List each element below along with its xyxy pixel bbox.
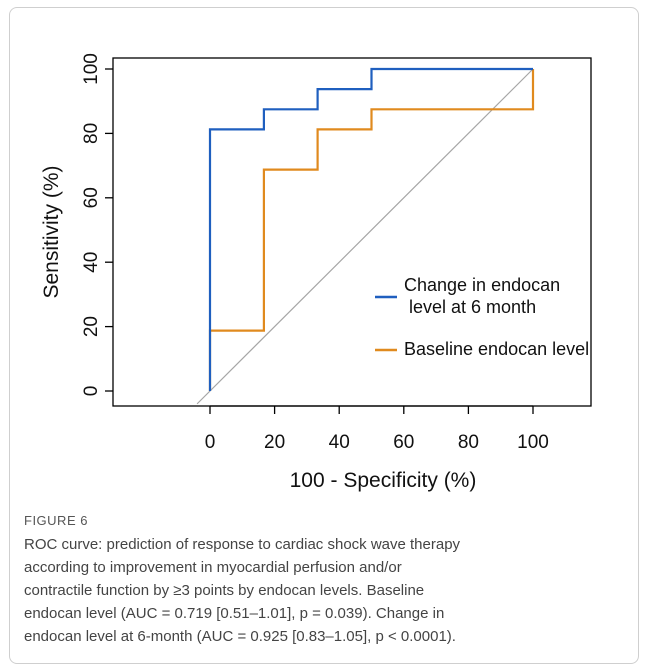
legend-label-change-in-endocan-level-at-6-month: Change in endocan: [404, 275, 560, 295]
caption-line-1: ROC curve: prediction of response to car…: [24, 536, 461, 553]
x-tick-label: 0: [205, 432, 216, 453]
caption-line-4: endocan level (AUC = 0.719 [0.51–1.01], …: [24, 605, 445, 622]
caption-line-3: contractile function by ≥3 points by end…: [24, 582, 425, 599]
series-line-baseline-endocan-level: [208, 69, 535, 391]
axis-layer: 0 20 40 60 80 100 0 20 40 60 80 100: [81, 53, 549, 453]
caption-line-5: endocan level at 6-month (AUC = 0.925 [0…: [24, 628, 456, 645]
x-tick-label: 60: [393, 432, 414, 453]
y-tick-label: 20: [81, 316, 102, 337]
legend: Change in endocan level at 6 month Baseli…: [375, 275, 589, 359]
figure-label: FIGURE 6: [24, 513, 88, 528]
reference-diagonal-line: [196, 68, 534, 405]
y-axis-title: Sensitivity (%): [40, 165, 63, 298]
legend-label-baseline-endocan-level: Baseline endocan level: [404, 339, 589, 359]
x-tick-label: 80: [458, 432, 479, 453]
caption-line-2: according to improvement in myocardial p…: [24, 559, 402, 576]
figure-caption: ROC curve: prediction of response to car…: [24, 533, 622, 648]
y-tick-label: 0: [81, 386, 102, 397]
x-tick-label: 100: [517, 432, 549, 453]
roc-chart: 0 20 40 60 80 100 0 20 40 60 80 100 Change in endoc…: [40, 53, 592, 492]
series-line-change-in-endocan-level-at-6-month: [208, 67, 533, 391]
x-tick-label: 20: [264, 432, 285, 453]
series-layer: [208, 67, 535, 391]
y-tick-label: 40: [81, 252, 102, 273]
reference-diagonal-layer: [196, 68, 534, 405]
x-axis-title: 100 - Specificity (%): [290, 469, 477, 492]
legend-label-change-in-endocan-level-at-6-month: level at 6 month: [404, 297, 536, 317]
y-tick-label: 60: [81, 187, 102, 208]
figure-card: [9, 7, 639, 664]
y-tick-label: 100: [81, 53, 102, 85]
y-tick-label: 80: [81, 123, 102, 144]
x-tick-label: 40: [329, 432, 350, 453]
